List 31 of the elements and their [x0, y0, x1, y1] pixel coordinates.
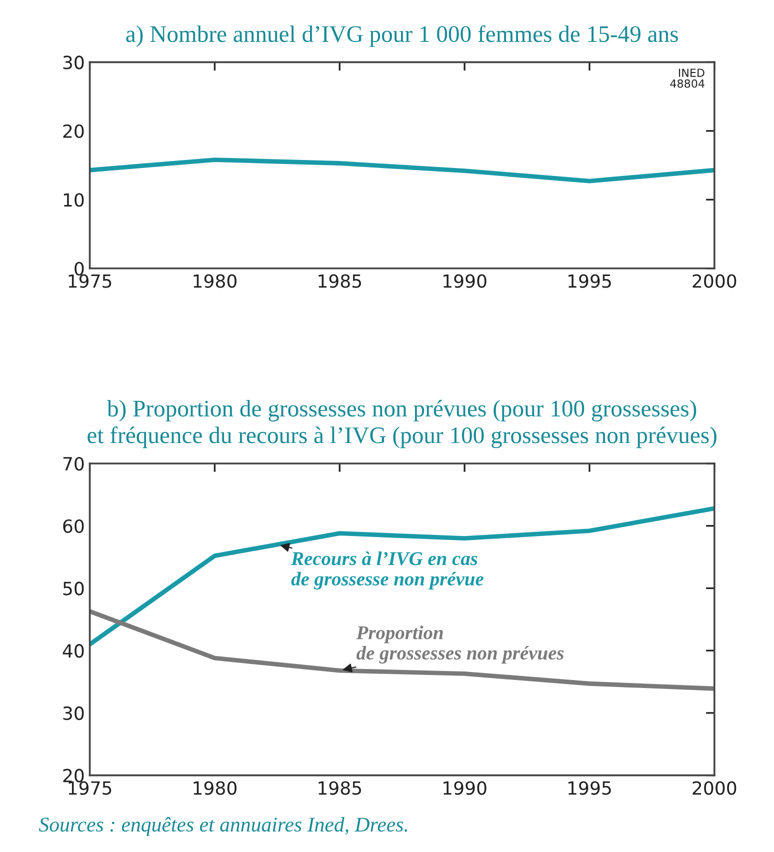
x-tick-label: 1990	[444, 781, 486, 795]
x-tick-label: 1985	[318, 274, 362, 288]
chart-title: a) Nombre annuel d’IVG pour 1 000 femmes de 15-49 ans	[126, 25, 678, 47]
y-tick-label: 30	[63, 706, 84, 720]
y-tick-label: 20	[63, 768, 84, 782]
x-tick-label: 2000	[692, 781, 736, 795]
y-tick-label: 50	[63, 582, 84, 596]
x-tick-label: 1990	[444, 274, 486, 288]
line-series	[90, 158, 714, 184]
y-tick-label: 70	[63, 456, 84, 471]
line-series	[90, 506, 714, 647]
y-tick-label: 40	[62, 644, 84, 658]
line-series	[90, 609, 714, 691]
source-note: Sources : enquêtes et annuaires Ined, Drees.	[38, 816, 408, 836]
x-tick-label: 1985	[318, 781, 362, 795]
y-tick-label: 30	[63, 56, 84, 70]
annotation: INED 48804	[670, 68, 704, 88]
series-label: Recours à l’IVG en cas de grossesse non prévue	[291, 551, 484, 590]
x-tick-label: 1995	[568, 781, 611, 795]
y-tick-label: 20	[63, 124, 84, 138]
y-tick-label: 60	[63, 519, 84, 533]
x-tick-label: 1975	[68, 781, 112, 795]
series-label: Proportion de grossesses non prévues	[356, 626, 564, 664]
y-tick-label: 10	[64, 193, 84, 207]
x-tick-label: 1980	[194, 781, 236, 795]
y-tick-label: 0	[74, 262, 84, 276]
x-tick-label: 2000	[692, 274, 736, 288]
chart-title: b) Proportion de grossesses non prévues (pour 100 grossesses) et fréquence du recours à l’IVG (pour 100 grossesses non prévues)	[88, 400, 716, 448]
x-tick-label: 1995	[568, 274, 611, 288]
x-tick-label: 1975	[68, 274, 112, 288]
x-tick-label: 1980	[194, 274, 236, 288]
